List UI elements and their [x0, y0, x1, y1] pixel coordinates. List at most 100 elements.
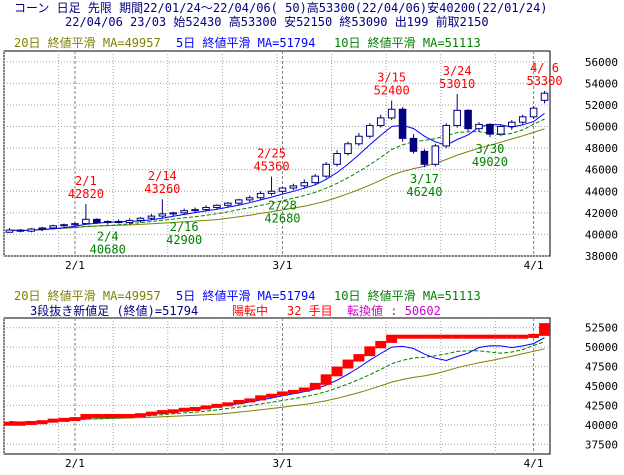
candle-body	[213, 204, 221, 208]
line-break-bar	[124, 413, 136, 418]
line-break-bar	[102, 413, 114, 418]
candle-body	[136, 217, 145, 221]
candle-body	[289, 185, 298, 189]
line-break-bar	[364, 346, 376, 357]
line-break-bar	[418, 334, 430, 339]
candle-body	[453, 109, 461, 126]
line-break-bar	[462, 334, 474, 339]
legend-ma20-lower: 20日 終値平滑 MA=49957	[14, 289, 161, 303]
high-annotation-value: 52400	[374, 84, 410, 98]
candle-body	[245, 197, 254, 201]
candle-body	[5, 229, 14, 233]
upper-y-tick-label: 48000	[585, 142, 618, 155]
line-break-bar	[47, 418, 59, 423]
candle-body	[169, 212, 178, 215]
candle-body	[322, 163, 330, 177]
candle-body	[442, 124, 451, 147]
line-break-bar	[484, 334, 496, 339]
candle-body	[376, 117, 385, 126]
line-break-bar	[386, 334, 398, 343]
line-break-bar	[298, 387, 310, 392]
legend-ma10-lower: 10日 終値平滑 MA=51113	[334, 289, 481, 303]
line-break-bar	[440, 334, 452, 339]
low-annotation-date: 2/28	[268, 198, 297, 212]
upper-y-tick-label: 46000	[585, 164, 618, 177]
line-break-bar	[222, 402, 234, 407]
high-annotation-value: 42820	[68, 187, 104, 201]
line-break-bar	[277, 391, 288, 396]
line-break-bar	[495, 334, 507, 339]
ma20-line-lower	[9, 348, 545, 423]
low-annotation-date: 3/17	[410, 172, 439, 186]
candle-body	[278, 187, 287, 192]
lower-y-tick-label: 47500	[585, 361, 618, 374]
line-break-bar	[211, 403, 223, 408]
lower-y-tick-label: 50000	[585, 341, 618, 354]
low-annotation-date: 2/16	[170, 220, 199, 234]
line-break-bar	[331, 366, 343, 377]
legend-ma20-upper: 20日 終値平滑 MA=49957	[14, 36, 161, 50]
candle-body	[114, 220, 123, 224]
low-annotation-value: 46240	[406, 185, 442, 199]
line-break-bar	[528, 333, 540, 338]
high-annotation-date: 2/14	[148, 169, 177, 183]
line-break-bar	[4, 421, 15, 426]
candle-body	[180, 210, 188, 214]
candle-body	[518, 116, 527, 123]
header-line2: 22/04/06 23/03 始52430 高53300 安52150 終530…	[65, 15, 489, 29]
high-annotation-date: 4/ 6	[530, 61, 559, 75]
kagi-reversal: 転換値 : 50602	[347, 304, 441, 318]
candle-body	[93, 218, 101, 224]
line-break-bar	[69, 417, 81, 422]
lower-y-tick-label: 45000	[585, 380, 618, 393]
line-break-bar	[80, 413, 92, 420]
line-break-bar	[255, 395, 267, 401]
line-break-bar	[429, 334, 441, 339]
legend-ma10-upper: 10日 終値平滑 MA=51113	[334, 36, 481, 50]
line-break-bar	[287, 389, 299, 394]
ma20-line-upper	[9, 128, 545, 232]
line-break-bar	[135, 413, 146, 418]
line-break-bar	[539, 323, 550, 336]
line-break-bar	[517, 334, 529, 339]
header-line1: コーン 日足 先限 期間22/01/24～22/04/06( 50)高53300…	[14, 1, 548, 15]
axis-labels: 38000 40000 42000 44000 46000 48000 50000 52000…	[65, 56, 618, 470]
upper-y-tick-label: 56000	[585, 56, 618, 69]
candle-body	[431, 145, 440, 165]
candle-body	[202, 206, 210, 211]
line-break-bar	[233, 399, 245, 405]
candle-body	[16, 229, 25, 232]
legend-ma5-lower: 5日 終値平滑 MA=51794	[176, 289, 316, 303]
upper-y-tick-label: 42000	[585, 207, 618, 220]
candle-body	[267, 190, 276, 194]
line-break-bar	[189, 406, 201, 411]
lower-y-tick-label: 52500	[585, 322, 618, 335]
upper-y-tick-label: 50000	[585, 121, 618, 134]
candle-body	[486, 123, 494, 135]
candle-body	[191, 209, 199, 212]
candle-body	[529, 107, 538, 118]
line-break-bar	[320, 374, 332, 385]
line-break-bar	[25, 420, 37, 425]
candle-body	[224, 202, 232, 206]
candle-body	[300, 182, 309, 187]
upper-x-tick-label: 2/1	[65, 259, 85, 272]
line-break-bar	[353, 354, 365, 362]
candle-body	[49, 225, 57, 229]
candle-body	[60, 224, 68, 227]
upper-y-tick-label: 40000	[585, 228, 618, 241]
line-break-bar	[506, 334, 518, 339]
lower-x-tick-label: 4/1	[524, 457, 544, 470]
candle-body	[235, 199, 243, 204]
upper-y-tick-label: 54000	[585, 77, 618, 90]
lower-y-tick-label: 40000	[585, 419, 618, 432]
candle-body	[27, 228, 36, 232]
lower-x-tick-label: 3/1	[273, 457, 293, 470]
line-break-bar	[113, 413, 125, 418]
candle-body	[311, 175, 319, 184]
candle-body	[158, 213, 167, 217]
candle-body	[497, 126, 505, 135]
high-annotation-date: 3/24	[443, 64, 472, 78]
candle-body	[508, 121, 516, 128]
